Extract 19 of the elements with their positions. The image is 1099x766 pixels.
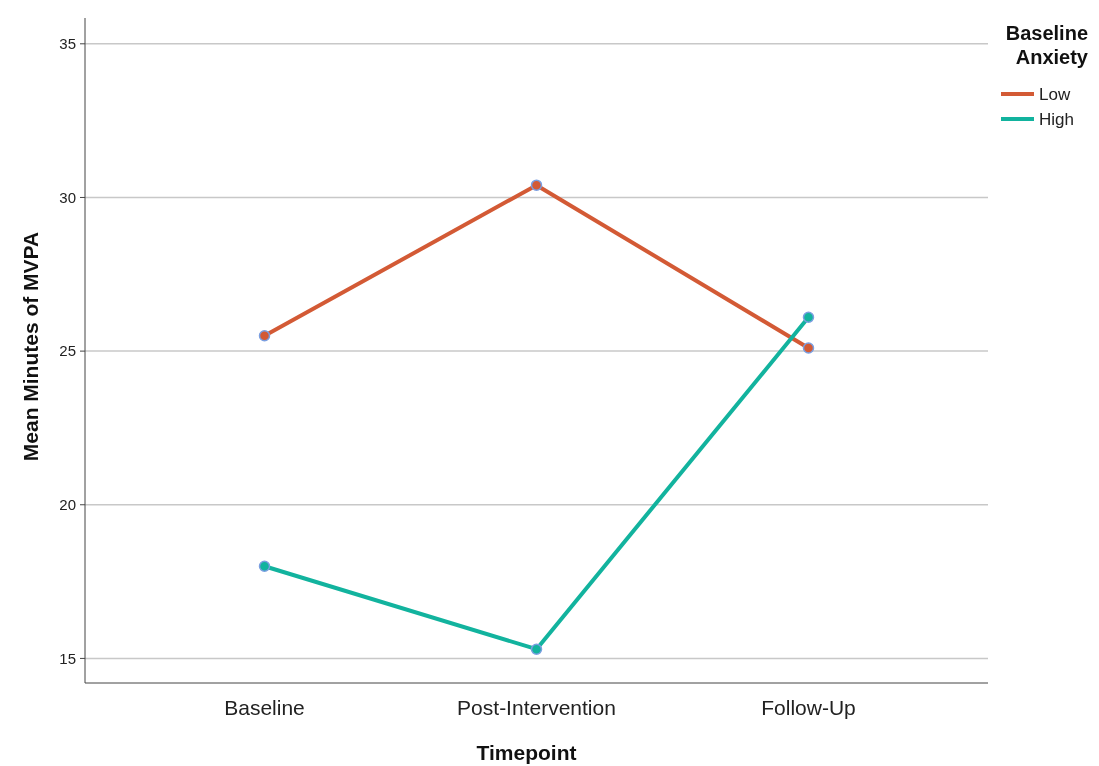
x-tick-label: Follow-Up — [761, 696, 856, 719]
point — [802, 311, 815, 324]
y-tick-label: 20 — [59, 496, 76, 514]
point — [802, 342, 815, 354]
point — [530, 179, 543, 191]
legend-label: Low — [1039, 84, 1071, 104]
y-axis-title: Mean Minutes of MVPA — [19, 231, 42, 462]
point — [258, 560, 271, 572]
point — [258, 329, 271, 342]
x-tick-label: Post-Intervention — [457, 696, 616, 719]
y-tick-label: 25 — [59, 342, 76, 360]
legend-label: High — [1039, 109, 1074, 129]
y-tick-label: 35 — [59, 35, 76, 53]
x-axis-title: Timepoint — [476, 741, 577, 764]
y-tick-label: 30 — [59, 188, 76, 206]
legend-title: Baseline Anxiety — [1005, 22, 1089, 68]
x-tick-label: Baseline — [224, 696, 305, 719]
y-tick-label: 15 — [59, 649, 76, 667]
point — [530, 643, 543, 655]
